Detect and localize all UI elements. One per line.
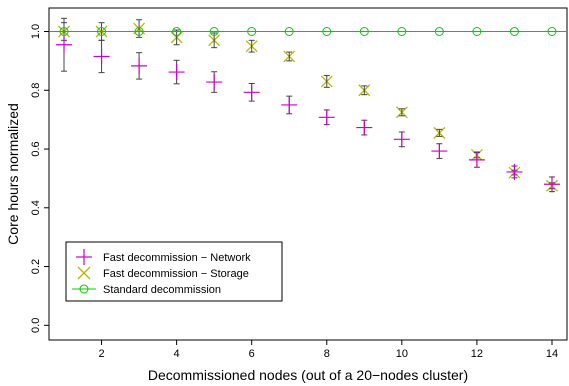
x-marker-b — [77, 266, 91, 280]
circle-marker — [209, 27, 219, 37]
x-tick-label: 6 — [249, 348, 255, 360]
legend-label-network: Fast decommission − Network — [103, 252, 251, 264]
x-tick-label: 2 — [98, 348, 104, 360]
circle-marker — [172, 27, 182, 37]
series-standard — [49, 27, 567, 37]
legend-item-standard: Standard decommission — [72, 284, 221, 296]
y-tick-label: 0.6 — [30, 141, 42, 156]
circle-marker — [472, 27, 482, 37]
legend-label-standard: Standard decommission — [103, 284, 221, 296]
circle-marker — [322, 27, 332, 37]
y-axis-title: Core hours normalized — [5, 103, 21, 245]
y-tick-label: 1.0 — [30, 24, 42, 39]
circle-marker — [97, 27, 107, 37]
series-layer — [49, 17, 567, 193]
y-axis: 0.0 0.2 0.4 0.6 0.8 1.0 — [30, 24, 49, 333]
circle-marker — [284, 27, 294, 37]
circle-marker — [359, 27, 369, 37]
circle-marker — [134, 27, 144, 37]
x-tick-label: 14 — [546, 348, 558, 360]
series-network — [56, 17, 560, 193]
y-tick-label: 0.0 — [30, 318, 42, 333]
circle-marker — [247, 27, 257, 37]
circle-marker — [79, 284, 89, 294]
x-tick-label: 4 — [174, 348, 180, 360]
x-tick-label: 12 — [471, 348, 483, 360]
legend-item-storage: Fast decommission − Storage — [77, 266, 249, 280]
y-tick-label: 0.8 — [30, 83, 42, 98]
y-tick-label: 0.2 — [30, 259, 42, 274]
legend-marker-plus — [76, 249, 92, 265]
series-storage — [58, 19, 558, 192]
circle-marker — [509, 27, 519, 37]
circle-marker — [397, 27, 407, 37]
x-axis-title: Decommissioned nodes (out of a 20−nodes … — [148, 367, 468, 383]
legend-marker-circle — [72, 284, 96, 294]
legend-label-storage: Fast decommission − Storage — [103, 268, 249, 280]
circle-marker — [547, 27, 557, 37]
legend-marker-x — [77, 266, 91, 280]
legend-item-network: Fast decommission − Network — [76, 249, 251, 265]
x-tick-label: 8 — [324, 348, 330, 360]
legend-box — [65, 241, 283, 302]
x-tick-label: 10 — [396, 348, 408, 360]
x-axis: 2 4 6 8 10 12 14 — [98, 340, 558, 360]
y-tick-label: 0.4 — [30, 200, 42, 215]
plot-frame — [48, 7, 568, 341]
circle-marker — [434, 27, 444, 37]
circle-marker — [59, 27, 69, 37]
legend: Fast decommission − Network Fast decommi… — [65, 241, 283, 302]
